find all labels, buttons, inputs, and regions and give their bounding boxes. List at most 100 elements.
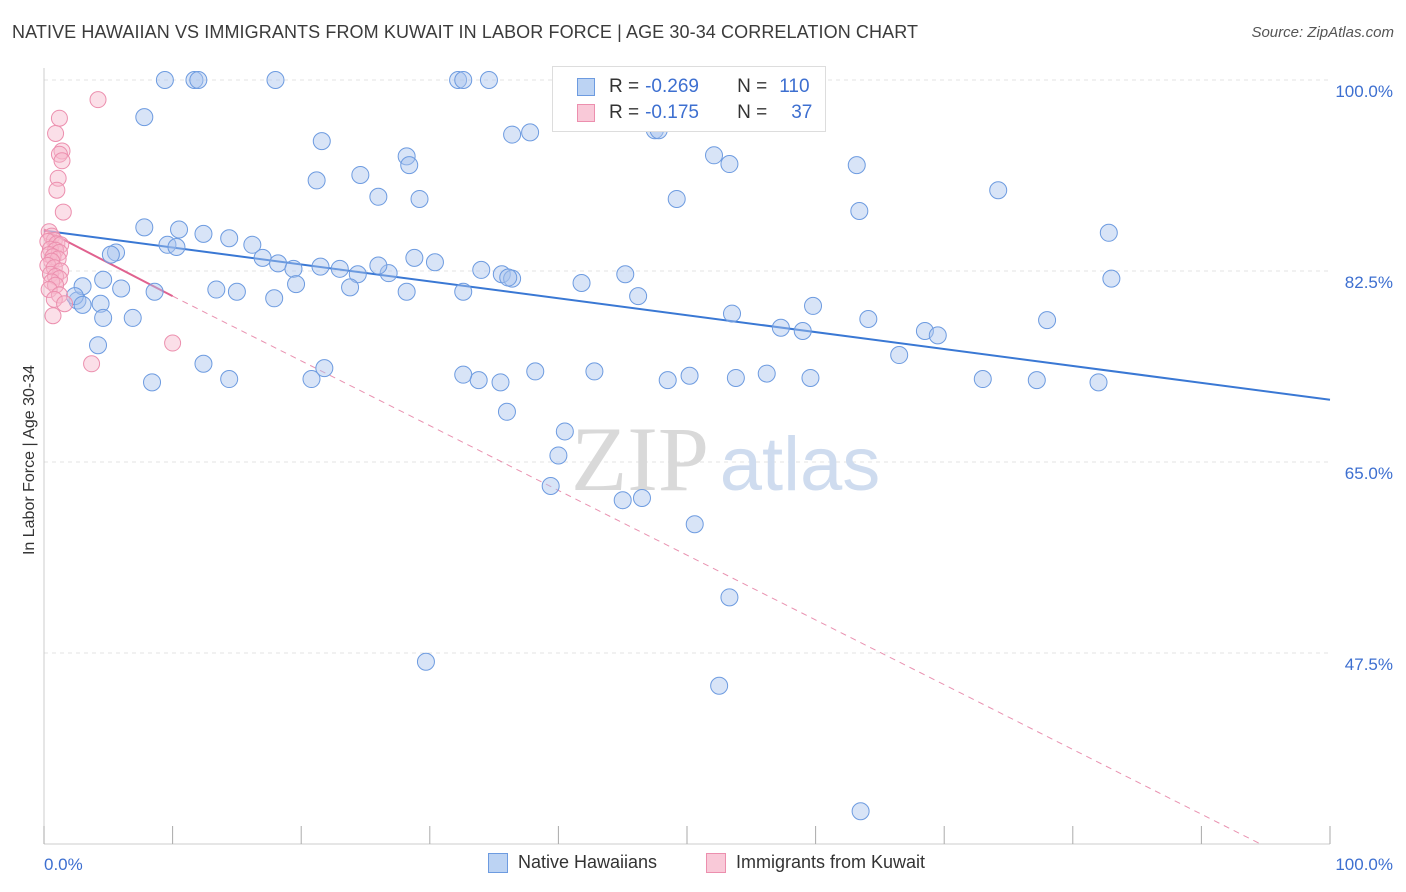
point-native-hawaiian	[170, 220, 189, 239]
point-native-hawaiian	[73, 295, 92, 314]
point-native-hawaiian	[135, 218, 154, 237]
point-native-hawaiian	[705, 146, 724, 165]
tick-labels: 47.5% 65.0% 82.5% 100.0% 0.0% 100.0%	[44, 82, 1393, 874]
n-label: N =	[737, 102, 768, 123]
point-native-hawaiian	[613, 491, 632, 510]
point-native-hawaiian	[499, 268, 518, 287]
point-native-hawaiian	[185, 71, 204, 89]
point-kuwait	[47, 124, 65, 142]
point-kuwait	[40, 281, 58, 299]
point-native-hawaiian	[479, 71, 498, 89]
point-native-hawaiian	[287, 275, 306, 294]
point-kuwait	[53, 152, 71, 170]
point-native-hawaiian	[928, 326, 947, 345]
point-native-hawaiian	[804, 296, 823, 315]
point-native-hawaiian	[312, 132, 331, 151]
point-native-hawaiian	[850, 201, 869, 220]
point-native-hawaiian	[158, 235, 177, 254]
stats-legend: R = -0.269 N = 110 R = -0.175 N = 37	[552, 66, 826, 132]
point-native-hawaiian	[521, 123, 540, 142]
point-native-hawaiian	[351, 165, 370, 184]
point-native-hawaiian	[330, 259, 349, 278]
point-kuwait	[53, 142, 71, 160]
legend-item-native-hawaiians: Native Hawaiians	[488, 852, 657, 873]
axes	[43, 68, 1331, 845]
point-native-hawaiian	[801, 368, 820, 387]
point-native-hawaiian	[155, 71, 174, 89]
point-native-hawaiian	[549, 446, 568, 465]
point-native-hawaiian	[369, 187, 388, 206]
chart-title: NATIVE HAWAIIAN VS IMMIGRANTS FROM KUWAI…	[12, 22, 919, 42]
y-tick-label: 100.0%	[1335, 82, 1393, 101]
point-native-hawaiian	[526, 362, 545, 381]
y-tick-label: 82.5%	[1345, 273, 1393, 292]
point-native-hawaiian	[449, 71, 468, 89]
point-native-hawaiian	[757, 364, 776, 383]
point-native-hawaiian	[315, 359, 334, 378]
n-value: 110	[779, 76, 810, 97]
point-native-hawaiian	[145, 282, 164, 301]
point-native-hawaiian	[123, 308, 142, 327]
point-kuwait	[56, 295, 74, 313]
legend-label: Native Hawaiians	[518, 852, 658, 872]
point-native-hawaiian	[253, 248, 272, 267]
point-native-hawaiian	[720, 588, 739, 607]
point-native-hawaiian	[1089, 373, 1108, 392]
point-kuwait	[50, 109, 68, 127]
point-native-hawaiian	[379, 264, 398, 283]
point-native-hawaiian	[472, 260, 491, 279]
point-native-hawaiian	[73, 277, 92, 296]
gridlines	[44, 79, 1330, 654]
point-native-hawaiian	[410, 189, 429, 208]
point-native-hawaiian	[454, 282, 473, 301]
point-native-hawaiian	[616, 265, 635, 284]
point-native-hawaiian	[91, 294, 110, 313]
point-native-hawaiian	[685, 515, 704, 534]
point-native-hawaiian	[497, 402, 516, 421]
data-points	[39, 71, 1121, 821]
point-kuwait	[54, 203, 72, 221]
point-native-hawaiian	[89, 336, 108, 355]
point-kuwait	[44, 307, 62, 325]
point-native-hawaiian	[771, 318, 790, 337]
r-label: R =	[609, 102, 640, 123]
point-native-hawaiian	[194, 224, 213, 243]
point-native-hawaiian	[555, 422, 574, 441]
point-native-hawaiian	[491, 373, 510, 392]
point-native-hawaiian	[207, 280, 226, 299]
trend-line-kuwait-extended	[172, 295, 1261, 845]
legend-row-native-hawaiians: R = -0.269 N = 110	[577, 75, 810, 99]
y-tick-label: 65.0%	[1345, 464, 1393, 483]
point-native-hawaiian	[94, 270, 113, 289]
point-native-hawaiian	[541, 477, 560, 496]
point-native-hawaiian	[793, 322, 812, 341]
point-native-hawaiian	[723, 304, 742, 323]
point-native-hawaiian	[220, 229, 239, 248]
point-native-hawaiian	[189, 71, 208, 89]
point-native-hawaiian	[135, 108, 154, 127]
point-native-hawaiian	[284, 259, 303, 278]
point-native-hawaiian	[243, 235, 262, 254]
y-tick-label: 47.5%	[1345, 655, 1393, 674]
point-native-hawaiian	[720, 155, 739, 174]
point-native-hawaiian	[710, 676, 729, 695]
point-native-hawaiian	[307, 171, 326, 190]
point-native-hawaiian	[585, 362, 604, 381]
point-kuwait	[83, 355, 101, 373]
point-native-hawaiian	[311, 257, 330, 276]
watermark-zip: ZIP	[571, 408, 709, 510]
point-native-hawaiian	[454, 71, 473, 89]
point-kuwait	[48, 181, 66, 199]
r-label: R =	[609, 76, 640, 97]
point-native-hawaiian	[425, 253, 444, 272]
y-axis-label: In Labor Force | Age 30-34	[21, 364, 38, 556]
point-native-hawaiian	[859, 310, 878, 329]
r-value: -0.269	[645, 76, 699, 97]
point-native-hawaiian	[94, 308, 113, 327]
point-native-hawaiian	[454, 365, 473, 384]
trend-lines	[43, 228, 1331, 845]
point-kuwait	[164, 334, 182, 352]
point-native-hawaiian	[1102, 269, 1121, 288]
point-native-hawaiian	[503, 125, 522, 144]
legend-swatch-pink	[706, 852, 726, 873]
